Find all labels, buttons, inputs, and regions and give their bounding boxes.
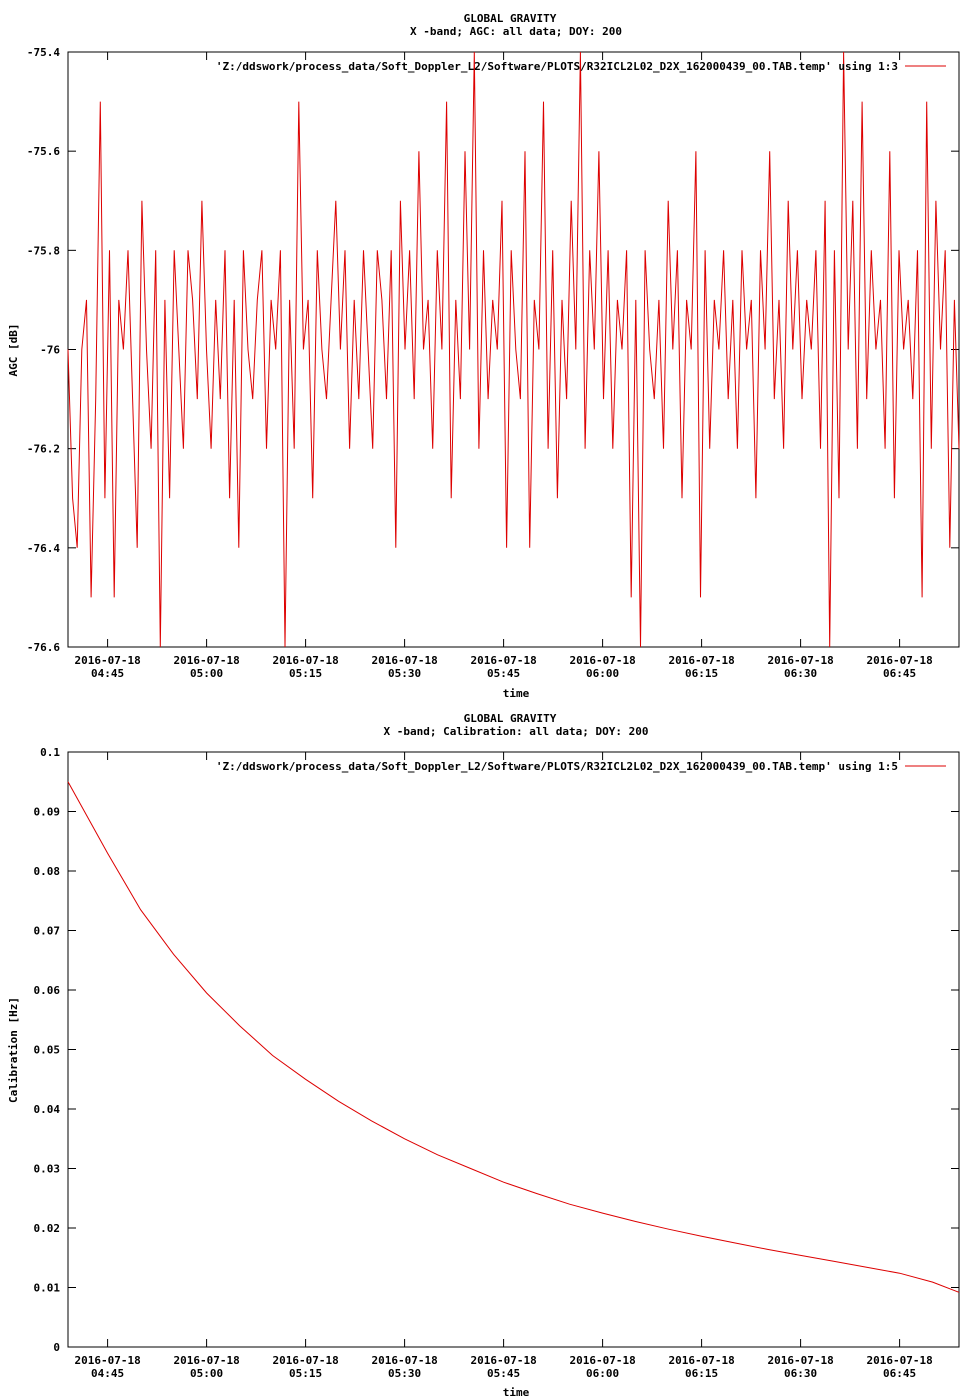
x-tick-date-label: 2016-07-18	[74, 1354, 140, 1367]
x-tick-time-label: 06:45	[883, 1367, 916, 1380]
x-tick-date-label: 2016-07-18	[866, 654, 932, 667]
x-tick-time-label: 05:45	[487, 667, 520, 680]
agc-y-axis: -75.4 -75.6 -75.8 -76 -76.2 -76.4 -76.6	[27, 46, 959, 654]
y-tick-label: 0.05	[34, 1044, 61, 1057]
y-tick-label: -76.4	[27, 542, 60, 555]
y-tick-label: 0.1	[40, 746, 60, 759]
y-tick-label: -75.8	[27, 244, 60, 257]
x-tick-date-label: 2016-07-18	[569, 1354, 635, 1367]
calibration-x-axis-label: time	[503, 1386, 530, 1399]
agc-chart-title: GLOBAL GRAVITY	[464, 12, 557, 25]
x-tick-date-label: 2016-07-18	[767, 1354, 833, 1367]
x-tick-time-label: 05:30	[388, 1367, 421, 1380]
x-tick-date-label: 2016-07-18	[272, 654, 338, 667]
x-tick-time-label: 06:00	[586, 1367, 619, 1380]
calibration-chart-subtitle: X -band; Calibration: all data; DOY: 200	[384, 725, 649, 738]
x-tick-time-label: 06:30	[784, 667, 817, 680]
x-tick-date-label: 2016-07-18	[668, 1354, 734, 1367]
y-tick-label: -76.2	[27, 443, 60, 456]
x-tick-time-label: 05:00	[190, 1367, 223, 1380]
x-tick-time-label: 05:15	[289, 1367, 322, 1380]
agc-chart: GLOBAL GRAVITY X -band; AGC: all data; D…	[7, 12, 960, 700]
x-tick-time-label: 06:00	[586, 667, 619, 680]
x-tick-time-label: 04:45	[91, 667, 124, 680]
calibration-y-axis: 0.1 0.09 0.08 0.07 0.06 0.05 0.04 0.03 0.02 0.01 0	[34, 746, 959, 1354]
x-tick-date-label: 2016-07-18	[569, 654, 635, 667]
agc-legend-label: 'Z:/ddswork/process_data/Soft_Doppler_L2…	[216, 60, 898, 73]
agc-y-axis-label: AGC [dB]	[7, 324, 20, 377]
x-tick-date-label: 2016-07-18	[668, 654, 734, 667]
y-tick-label: 0.01	[34, 1282, 61, 1295]
x-tick-date-label: 2016-07-18	[74, 654, 140, 667]
x-tick-date-label: 2016-07-18	[272, 1354, 338, 1367]
calibration-chart: GLOBAL GRAVITY X -band; Calibration: all…	[7, 712, 960, 1399]
x-tick-date-label: 2016-07-18	[371, 654, 437, 667]
x-tick-time-label: 05:15	[289, 667, 322, 680]
agc-x-axis: 2016-07-1804:452016-07-1805:002016-07-18…	[74, 52, 933, 680]
x-tick-date-label: 2016-07-18	[470, 654, 536, 667]
x-tick-time-label: 05:45	[487, 1367, 520, 1380]
calibration-y-axis-label: Calibration [Hz]	[7, 997, 20, 1103]
y-tick-label: 0.04	[34, 1103, 61, 1116]
x-tick-time-label: 06:30	[784, 1367, 817, 1380]
x-tick-time-label: 05:30	[388, 667, 421, 680]
x-tick-date-label: 2016-07-18	[371, 1354, 437, 1367]
y-tick-label: 0.03	[34, 1163, 61, 1176]
x-tick-date-label: 2016-07-18	[173, 1354, 239, 1367]
y-tick-label: 0.07	[34, 925, 61, 938]
y-tick-label: -75.6	[27, 145, 60, 158]
x-tick-time-label: 06:45	[883, 667, 916, 680]
y-tick-label: -76	[40, 344, 60, 357]
x-tick-time-label: 04:45	[91, 1367, 124, 1380]
x-tick-time-label: 06:15	[685, 667, 718, 680]
agc-series-line	[67, 51, 960, 648]
y-tick-label: 0.06	[34, 984, 61, 997]
y-tick-label: -76.6	[27, 641, 60, 654]
calibration-chart-title: GLOBAL GRAVITY	[464, 712, 557, 725]
x-tick-time-label: 05:00	[190, 667, 223, 680]
x-tick-date-label: 2016-07-18	[866, 1354, 932, 1367]
agc-chart-subtitle: X -band; AGC: all data; DOY: 200	[410, 25, 622, 38]
y-tick-label: 0.09	[34, 806, 61, 819]
x-tick-date-label: 2016-07-18	[173, 654, 239, 667]
agc-x-axis-label: time	[503, 687, 530, 700]
calibration-series-line	[67, 781, 960, 1293]
x-tick-time-label: 06:15	[685, 1367, 718, 1380]
x-tick-date-label: 2016-07-18	[767, 654, 833, 667]
y-tick-label: 0	[53, 1341, 60, 1354]
x-tick-date-label: 2016-07-18	[470, 1354, 536, 1367]
calibration-legend-label: 'Z:/ddswork/process_data/Soft_Doppler_L2…	[216, 760, 898, 773]
y-tick-label: -75.4	[27, 46, 60, 59]
calibration-x-axis: 2016-07-1804:452016-07-1805:002016-07-18…	[74, 752, 933, 1380]
y-tick-label: 0.02	[34, 1222, 61, 1235]
y-tick-label: 0.08	[34, 865, 61, 878]
